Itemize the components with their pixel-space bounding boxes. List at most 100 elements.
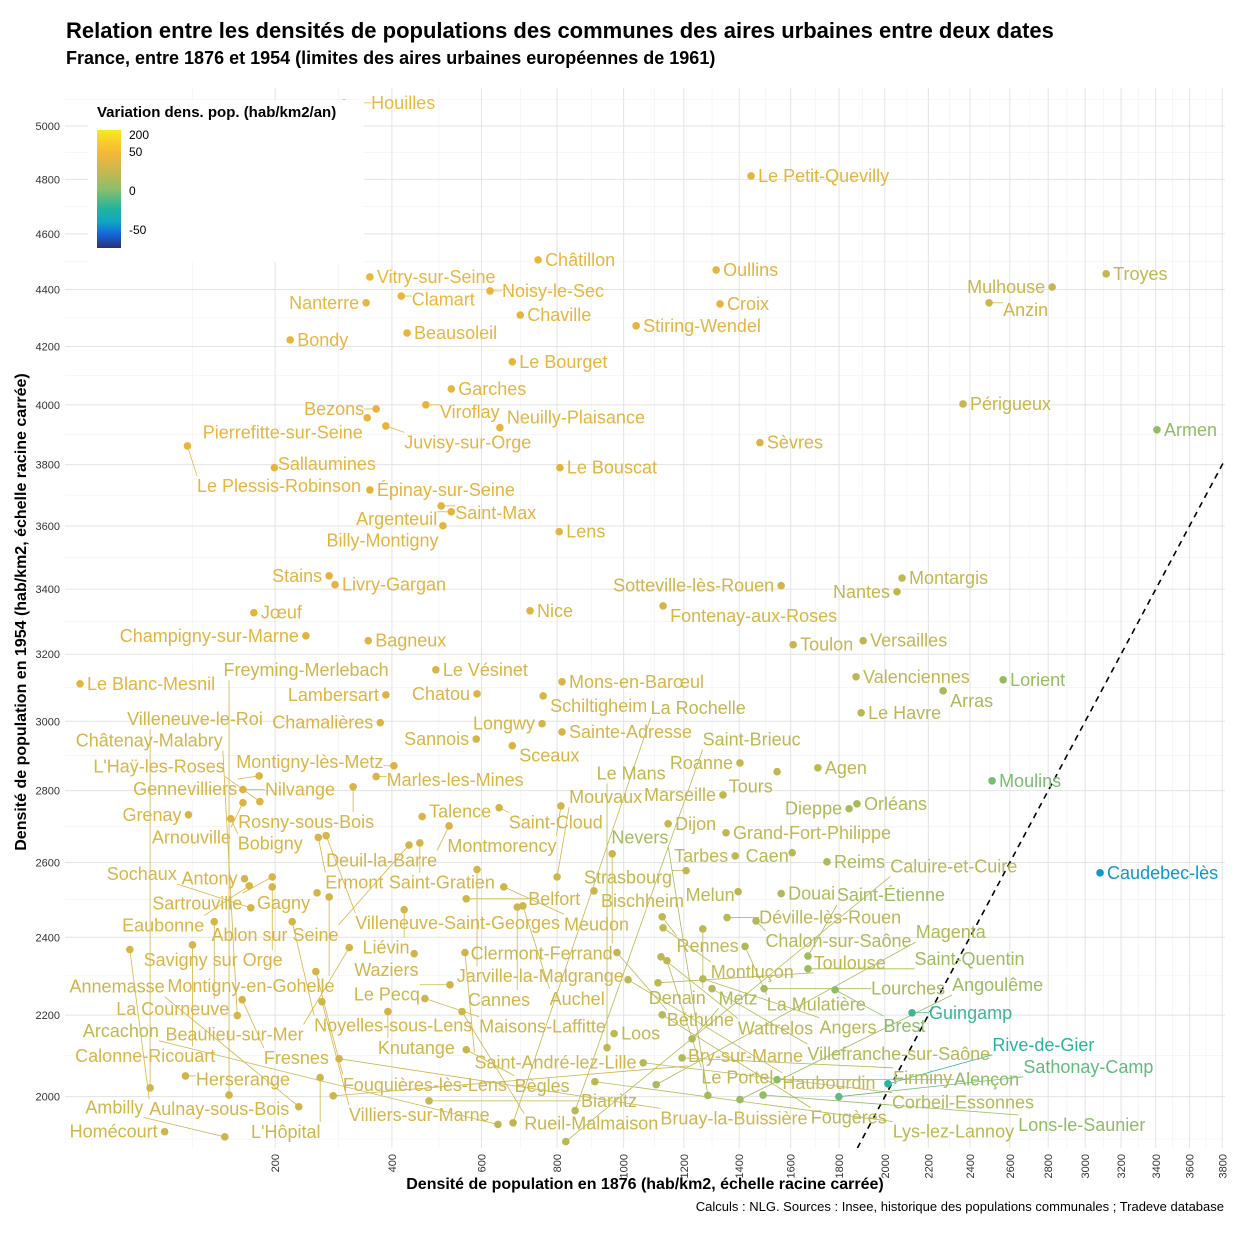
point-label: Châtenay-Malabry [76,731,223,751]
point-marker [250,608,258,617]
point-marker [759,1091,767,1099]
point-marker [688,1035,696,1043]
point-label: Arras [950,691,993,711]
point-label: Livry-Gargan [342,575,446,595]
label-leader-line [466,1049,515,1077]
point-label: Rive-de-Gier [992,1035,1094,1055]
point-marker [418,812,426,821]
point-marker [859,636,867,645]
point-label: Meudon [564,914,629,934]
point-label: Mulhouse [967,277,1045,297]
point-label: Argenteuil [356,509,437,529]
x-tick-label: 200 [270,1154,282,1172]
point-labels: Houilles Le Petit-Quevilly Châtillon Oullin… [70,93,1219,1142]
label-leader-line [222,750,238,1016]
point-label: Antony [181,869,237,889]
point-marker [335,1054,343,1063]
point-label: Saint-Cloud [509,812,603,832]
point-marker [294,1102,303,1111]
point-marker [639,1058,648,1067]
point-label: Stains [272,566,322,586]
point-marker [736,1095,744,1104]
point-marker [508,358,517,366]
point-label: Roanne [670,753,733,773]
point-label: Le Vésinet [443,660,528,680]
point-marker [181,1072,190,1080]
point-label: Waziers [354,960,418,980]
point-marker [345,943,354,952]
point-label: Haubourdin [782,1073,875,1093]
y-tick-label: 3400 [36,584,60,596]
point-label: Périgueux [970,394,1051,414]
point-label: Déville-lès-Rouen [759,908,901,928]
x-axis-title: Densité de population en 1876 (hab/km2, … [406,1176,884,1193]
point-marker [226,814,235,823]
point-label: Champigny-sur-Marne [120,626,299,646]
point-marker [146,1084,154,1092]
point-marker [366,273,374,281]
point-label: Sotteville-lès-Rouen [613,576,774,596]
point-marker [325,893,333,901]
point-label: Croix [727,294,769,314]
point-label: Guingamp [929,1003,1012,1023]
point-label: Le Bouscat [567,458,657,478]
point-label: Nanterre [289,293,359,313]
data-points [76,99,1161,1146]
label-leader-line [321,1001,350,1106]
label-leader-line [164,996,300,1108]
y-tick-label: 4000 [36,400,60,412]
label-leader-line [143,1116,225,1138]
point-label: Maisons-Laffitte [479,1017,606,1037]
point-marker [722,828,730,837]
point-label: Sochaux [107,864,177,884]
point-label: Gennevilliers [133,779,237,799]
y-tick-label: 4200 [36,341,60,353]
point-marker [699,975,707,983]
point-marker [233,1011,242,1020]
point-label: Dieppe [785,799,842,819]
point-label: Fresnes [264,1048,329,1068]
label-leader-line [176,883,251,909]
label-leader-line [187,445,198,476]
point-marker [789,640,797,649]
point-marker [286,336,294,344]
point-marker [462,1045,471,1054]
point-label: Clermont-Ferrand [471,944,613,964]
point-label: Valenciennes [863,667,970,687]
label-leader-line [661,1014,811,1108]
point-marker [318,997,326,1006]
label-leader-line [594,1081,893,1122]
label-leader-line [333,1065,689,1097]
label-leader-line [807,904,838,957]
point-marker [853,799,861,808]
point-marker [555,527,563,536]
point-label: Arcachon [83,1021,159,1041]
point-marker [788,848,796,857]
point-marker [652,1080,661,1089]
chart-subtitle: France, entre 1876 et 1954 (limites des … [66,48,716,68]
point-marker [458,1007,466,1016]
point-marker [256,797,264,806]
point-label: Gagny [257,893,310,913]
point-marker [372,772,380,781]
x-tick-label: 2000 [880,1154,892,1178]
label-leader-line [556,805,562,836]
point-marker [852,672,860,681]
point-label: Angers [819,1018,876,1038]
point-label: Béthune [667,1010,734,1030]
point-label: Fontenay-aux-Roses [670,606,837,626]
point-marker [183,442,192,450]
x-tick-label: 3200 [1116,1154,1128,1178]
point-marker [382,691,390,699]
point-marker [723,913,731,922]
point-marker [704,1091,712,1100]
point-label: Marles-les-Mines [387,770,524,790]
point-label: Marseille [644,785,716,805]
point-marker [712,266,720,274]
point-label: Metz [719,988,758,1008]
point-marker [268,883,277,891]
point-label: Douai [788,884,835,904]
point-marker [664,819,672,828]
point-label: Lambersart [288,685,379,705]
